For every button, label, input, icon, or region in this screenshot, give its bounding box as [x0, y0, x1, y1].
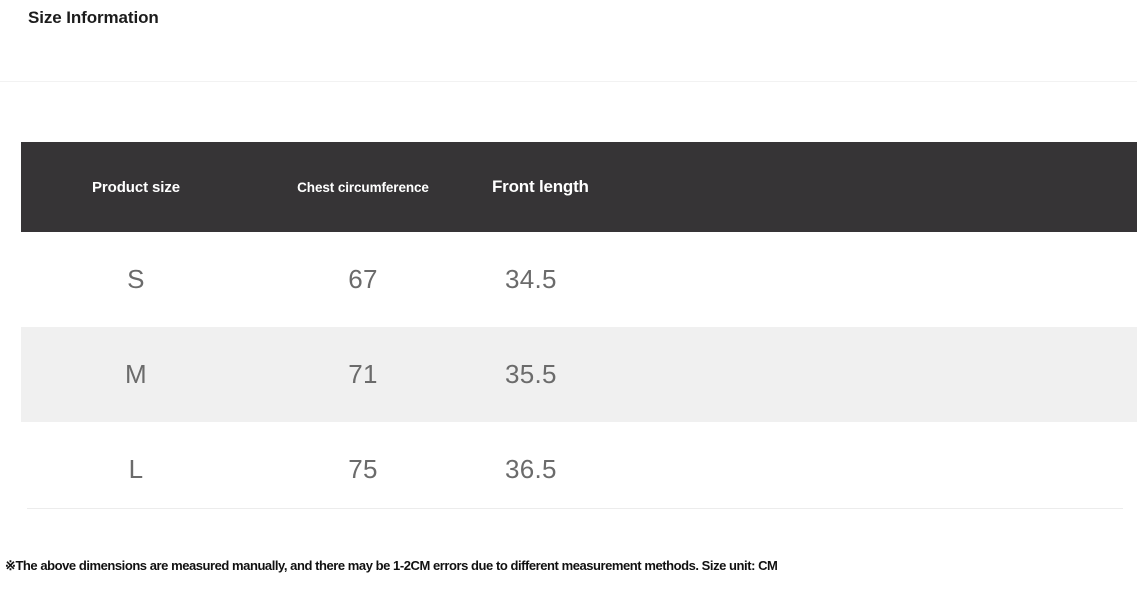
table-row: L 75 36.5 — [21, 422, 1137, 517]
product-meta-row: Fabric: Grosgrain 0. 12KG — [0, 100, 1137, 234]
column-header-spacer — [707, 142, 1137, 232]
size-chart-body: S 67 34.5 M 71 35.5 L 75 36.5 — [21, 232, 1137, 517]
column-header-product-size: Product size — [92, 178, 180, 196]
column-header-front-length: Front length — [492, 177, 589, 196]
section-divider — [0, 81, 1137, 82]
cell-front-length: 35.5 — [505, 359, 557, 389]
cell-front-length: 36.5 — [505, 454, 557, 484]
size-chart-table: Product size Chest circumference Front l… — [21, 142, 1137, 517]
cell-chest: 67 — [348, 264, 378, 294]
cell-spacer — [707, 327, 1137, 422]
product-weight-value: 0. 12KG — [264, 202, 368, 234]
page-title: Size Information — [28, 8, 159, 27]
cell-product-size: M — [125, 359, 147, 389]
table-header-row: Product size Chest circumference Front l… — [21, 142, 1137, 232]
cell-chest: 71 — [348, 359, 378, 389]
cell-spacer — [707, 422, 1137, 517]
table-bottom-border — [27, 508, 1123, 509]
cell-product-size: L — [128, 454, 144, 484]
measurement-disclaimer: ※The above dimensions are measured manua… — [5, 558, 778, 573]
cell-front-length: 34.5 — [505, 264, 557, 294]
table-row: S 67 34.5 — [21, 232, 1137, 327]
cell-spacer — [707, 232, 1137, 327]
table-row: M 71 35.5 — [21, 327, 1137, 422]
column-header-chest-circumference: Chest circumference — [297, 179, 429, 195]
cell-chest: 75 — [348, 454, 378, 484]
fabric-label: Fabric: Grosgrain — [33, 209, 164, 226]
cell-product-size: S — [127, 264, 145, 294]
size-chart-header: Product size Chest circumference Front l… — [21, 142, 1137, 232]
